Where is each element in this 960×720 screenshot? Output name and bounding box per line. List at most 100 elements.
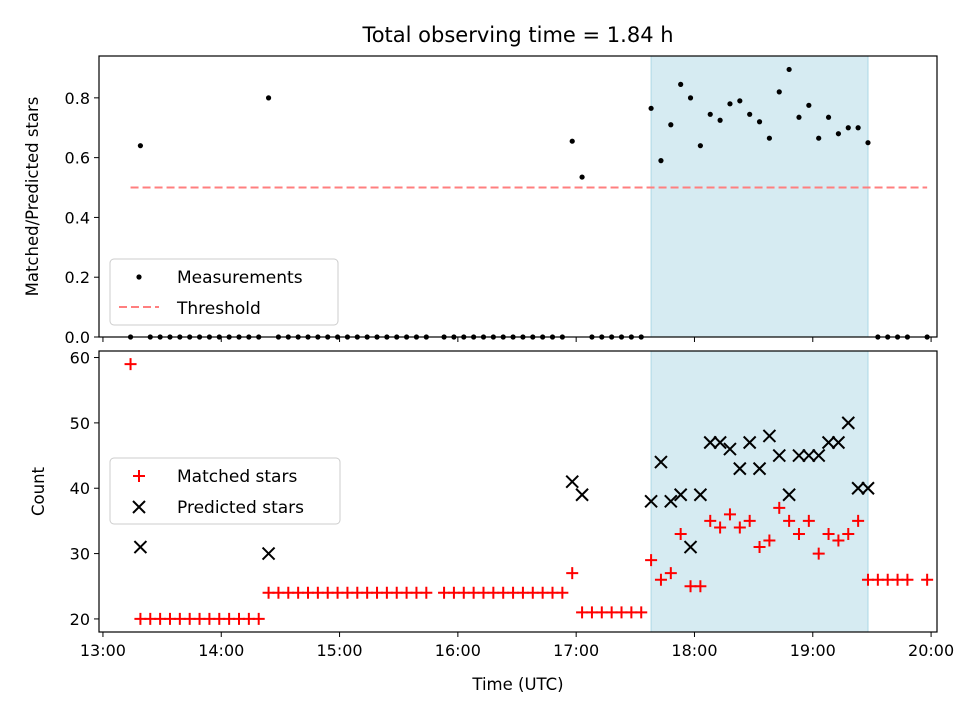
matched-point bbox=[674, 527, 687, 540]
matched-point bbox=[566, 567, 579, 580]
predicted-point bbox=[742, 435, 757, 450]
predicted-point bbox=[133, 540, 148, 554]
measurement-point bbox=[776, 89, 782, 95]
bottom-y-tick-label: 50 bbox=[70, 414, 90, 433]
top-y-tick-label: 0.8 bbox=[65, 89, 90, 108]
matched-point bbox=[556, 586, 569, 599]
measurement-point bbox=[865, 140, 871, 146]
legend-matched-marker bbox=[133, 470, 145, 482]
matched-point bbox=[733, 521, 746, 534]
matched-point bbox=[901, 573, 914, 586]
predicted-point bbox=[762, 429, 777, 443]
legend-threshold-label: Threshold bbox=[176, 299, 261, 319]
predicted-point bbox=[792, 448, 806, 463]
matched-point bbox=[654, 573, 667, 586]
measurement-point bbox=[648, 105, 654, 111]
matched-point bbox=[812, 547, 825, 560]
predicted-point bbox=[703, 435, 717, 450]
predicted-point bbox=[683, 540, 698, 554]
top-axes-frame bbox=[98, 55, 938, 338]
matched-point bbox=[743, 514, 756, 527]
matched-point bbox=[420, 586, 433, 599]
matched-point bbox=[792, 527, 805, 540]
measurement-point bbox=[697, 143, 703, 149]
predicted-point bbox=[841, 416, 855, 430]
bottom-y-tick-label: 30 bbox=[70, 545, 90, 564]
predicted-point bbox=[693, 488, 708, 502]
predicted-point bbox=[723, 442, 737, 456]
matched-point bbox=[124, 358, 137, 371]
bottom-panel: 20 30 40 50 60 13:00 14:00 15:00 16:00 17:00 18:0… bbox=[29, 349, 954, 694]
measurement-point bbox=[786, 66, 792, 73]
top-y-tick-label: 0.0 bbox=[65, 328, 90, 347]
bottom-y-axis-label: Count bbox=[29, 466, 48, 516]
predicted-point bbox=[733, 461, 747, 476]
x-tick-label: 14:00 bbox=[198, 641, 244, 660]
matched-point bbox=[704, 514, 717, 527]
top-y-tick-label: 0.4 bbox=[65, 208, 90, 227]
predicted-point bbox=[811, 448, 826, 463]
predicted-point bbox=[664, 494, 678, 509]
measurement-point bbox=[707, 111, 713, 117]
top-panel: 0.00.20.40.60.8 Matched/Predicted stars … bbox=[23, 55, 938, 347]
bottom-y-tick-label: 40 bbox=[70, 479, 90, 498]
predicted-point bbox=[673, 488, 688, 502]
matched-point bbox=[832, 534, 845, 547]
matched-point bbox=[763, 534, 776, 547]
predicted-point bbox=[565, 474, 579, 489]
measurement-point bbox=[825, 114, 832, 120]
matched-point bbox=[753, 541, 766, 554]
predicted-point bbox=[644, 494, 658, 509]
x-axis-label: Time (UTC) bbox=[471, 675, 563, 694]
predicted-point bbox=[851, 481, 865, 495]
predicted-point bbox=[261, 546, 276, 561]
matched-point bbox=[635, 606, 648, 619]
matched-points bbox=[124, 358, 934, 625]
predicted-point bbox=[831, 435, 846, 450]
x-tick-label: 15:00 bbox=[317, 641, 363, 660]
predicted-point bbox=[752, 461, 767, 476]
top-y-ticks: 0.0 0.2 0.4 0.6 0.8 bbox=[65, 89, 99, 347]
top-y-axis-label: Matched/Predicted stars bbox=[23, 97, 42, 297]
top-y-tick-label: 0.2 bbox=[65, 268, 90, 287]
top-legend-box bbox=[109, 258, 339, 326]
measurement-point bbox=[747, 111, 753, 117]
measurement-points bbox=[127, 66, 930, 340]
predicted-point bbox=[802, 448, 816, 463]
matched-point bbox=[664, 567, 677, 580]
legend-matched-label: Matched stars bbox=[177, 467, 297, 487]
top-highlight-span bbox=[650, 55, 869, 338]
bottom-legend: Matched stars Predicted stars bbox=[109, 457, 341, 525]
measurement-point bbox=[855, 125, 861, 131]
measurement-point bbox=[727, 101, 733, 107]
bottom-y-ticks: 20 30 40 50 60 bbox=[70, 349, 99, 629]
measurement-point bbox=[766, 135, 773, 141]
measurement-point bbox=[806, 102, 812, 108]
bottom-legend-box bbox=[109, 457, 341, 525]
predicted-point bbox=[713, 435, 727, 450]
chart-title: Total observing time = 1.84 h bbox=[361, 23, 673, 47]
measurement-point bbox=[579, 174, 585, 180]
measurement-point bbox=[658, 158, 664, 164]
measurement-point bbox=[717, 117, 723, 123]
legend-measurements-label: Measurements bbox=[177, 268, 303, 288]
matched-point bbox=[694, 580, 707, 593]
predicted-point bbox=[861, 481, 875, 495]
x-tick-label: 19:00 bbox=[790, 641, 836, 660]
matched-point bbox=[252, 612, 265, 625]
predicted-point bbox=[782, 488, 796, 502]
predicted-point bbox=[654, 455, 668, 469]
bottom-y-tick-label: 20 bbox=[70, 610, 90, 629]
matched-point bbox=[723, 508, 736, 521]
matched-point bbox=[714, 521, 727, 534]
matched-point bbox=[802, 514, 815, 527]
top-legend: Measurements Threshold bbox=[109, 258, 339, 326]
matched-point bbox=[773, 501, 786, 514]
measurement-point bbox=[265, 95, 272, 101]
measurement-point bbox=[687, 95, 694, 101]
legend-measurement-marker bbox=[136, 274, 142, 280]
legend-predicted-label: Predicted stars bbox=[177, 498, 304, 518]
measurement-point bbox=[569, 138, 575, 144]
measurement-point bbox=[756, 119, 763, 125]
bottom-highlight-span bbox=[650, 350, 869, 633]
